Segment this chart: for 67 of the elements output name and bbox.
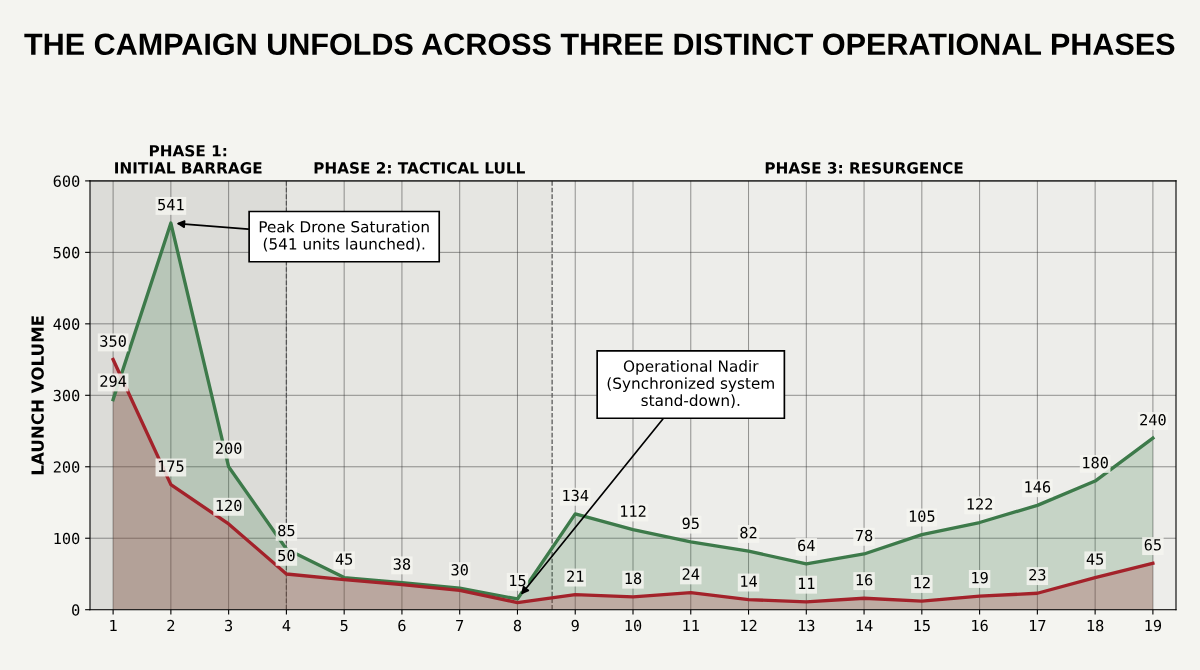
x-tick-label: 5 (340, 619, 348, 632)
band-label: PHASE 1: INITIAL BARRAGE (115, 144, 262, 174)
data-label: 18 (625, 572, 642, 585)
x-tick-label: 16 (972, 619, 988, 632)
chart-title: THE CAMPAIGN UNFOLDS ACROSS THREE DISTINCT OPERATIONAL PHASES (24, 33, 1175, 56)
y-tick-label: 0 (72, 604, 80, 616)
data-label: 24 (682, 568, 700, 580)
data-label: 175 (158, 460, 184, 472)
band-label: PHASE 2: TACTICAL LULL (314, 162, 525, 174)
x-tick-label: 10 (625, 619, 642, 632)
data-label: 120 (216, 499, 242, 512)
data-label: 180 (1083, 456, 1108, 469)
annotation: Operational Nadir (Synchronized system stand-down). (607, 360, 774, 408)
data-label: 14 (741, 575, 757, 587)
band-label: PHASE 3: RESURGENCE (765, 162, 963, 174)
y-tick-label: 200 (53, 461, 80, 473)
x-tick-label: 12 (741, 619, 757, 632)
data-label: 12 (914, 576, 930, 589)
data-label: 350 (100, 335, 126, 347)
data-label: 122 (967, 498, 993, 510)
data-label: 45 (335, 553, 353, 565)
x-tick-label: 18 (1087, 619, 1104, 632)
data-label: 78 (855, 529, 873, 542)
x-tick-label: 11 (683, 619, 699, 632)
data-label: 146 (1025, 481, 1051, 493)
data-label: 240 (1140, 413, 1166, 426)
data-label: 105 (909, 510, 935, 522)
y-tick-label: 400 (53, 318, 80, 330)
data-label: 11 (798, 577, 815, 589)
x-tick-label: 7 (456, 619, 464, 632)
data-label: 200 (215, 442, 242, 455)
data-label: 112 (621, 505, 646, 517)
y-axis-title: LAUNCH VOLUME (31, 316, 44, 475)
x-tick-label: 13 (798, 619, 815, 632)
data-label: 541 (158, 199, 184, 211)
data-label: 30 (451, 564, 468, 576)
data-label: 15 (510, 574, 526, 587)
y-tick-label: 600 (53, 175, 80, 187)
data-label: 95 (682, 517, 699, 530)
data-label: 38 (393, 558, 411, 570)
data-label: 19 (972, 571, 988, 584)
x-tick-label: 8 (513, 619, 522, 632)
x-tick-label: 17 (1030, 619, 1046, 632)
data-label: 294 (100, 375, 127, 387)
x-tick-label: 1 (110, 619, 117, 632)
data-label: 50 (278, 549, 295, 562)
data-label: 16 (856, 574, 873, 586)
x-tick-label: 2 (167, 619, 175, 632)
data-label: 23 (1029, 569, 1046, 581)
data-label: 134 (563, 489, 589, 502)
x-tick-label: 6 (398, 619, 406, 632)
x-tick-label: 4 (282, 619, 291, 632)
y-tick-label: 300 (53, 389, 80, 402)
data-label: 45 (1086, 553, 1104, 565)
x-tick-label: 9 (571, 619, 579, 632)
data-label: 85 (278, 524, 295, 537)
annotation: Peak Drone Saturation (541 units launched). (259, 220, 429, 252)
data-label: 65 (1144, 539, 1161, 551)
x-tick-label: 15 (914, 619, 930, 632)
y-tick-label: 500 (53, 246, 80, 259)
y-tick-label: 100 (54, 532, 80, 545)
x-tick-label: 14 (856, 619, 873, 632)
data-label: 21 (567, 570, 584, 582)
data-label: 82 (740, 526, 757, 539)
x-tick-label: 19 (1145, 619, 1162, 632)
data-label: 64 (798, 539, 815, 552)
x-tick-label: 3 (225, 619, 233, 632)
